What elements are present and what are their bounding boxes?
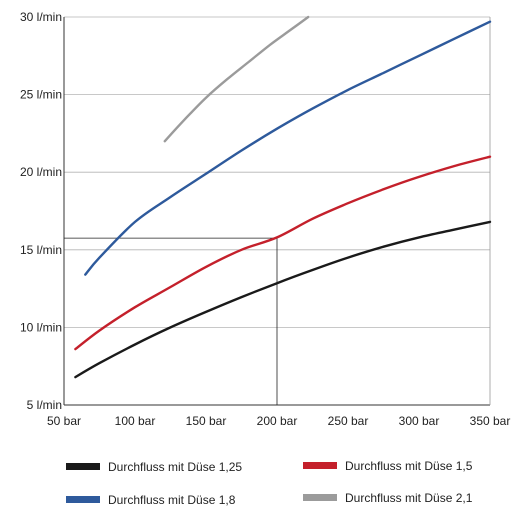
y-tick-label-2: 15 l/min	[20, 243, 62, 257]
reference-lines	[64, 237, 278, 405]
x-tick-label-2: 150 bar	[186, 414, 227, 428]
series-group	[74, 15, 492, 379]
x-tick-label-5: 300 bar	[399, 414, 440, 428]
series-line-4	[163, 15, 310, 143]
grid	[64, 16, 490, 328]
x-tick-label-1: 100 bar	[115, 414, 156, 428]
legend-label-2: Durchfluss mit Düse 1,5	[345, 459, 473, 473]
series-line-1	[74, 220, 492, 379]
legend-swatch-1	[66, 463, 100, 470]
x-tick-label-3: 200 bar	[257, 414, 298, 428]
x-tick-label-0: 50 bar	[47, 414, 81, 428]
y-tick-label-5: 30 l/min	[20, 10, 62, 24]
legend-swatch-4	[303, 494, 337, 501]
series-line-2	[74, 155, 492, 351]
legend-label-1: Durchfluss mit Düse 1,25	[108, 460, 242, 474]
y-tick-label-3: 20 l/min	[20, 165, 62, 179]
legend-swatch-3	[66, 496, 100, 503]
series-line-3	[84, 20, 492, 276]
y-tick-labels: 5 l/min 10 l/min 15 l/min 20 l/min 25 l/min 3…	[20, 10, 62, 412]
y-tick-label-1: 10 l/min	[20, 320, 62, 334]
legend-label-3: Durchfluss mit Düse 1,8	[108, 493, 236, 507]
y-tick-label-0: 5 l/min	[27, 398, 62, 412]
legend-swatch-2	[303, 462, 337, 469]
legend-label-4: Durchfluss mit Düse 2,1	[345, 491, 473, 505]
y-tick-label-4: 25 l/min	[20, 88, 62, 102]
legend: Durchfluss mit Düse 1,25 Durchfluss mit D…	[66, 459, 473, 507]
x-tick-labels: 50 bar 100 bar 150 bar 200 bar 250 bar 300 ba…	[47, 414, 510, 428]
x-tick-label-4: 250 bar	[328, 414, 369, 428]
x-tick-label-6: 350 bar	[470, 414, 511, 428]
